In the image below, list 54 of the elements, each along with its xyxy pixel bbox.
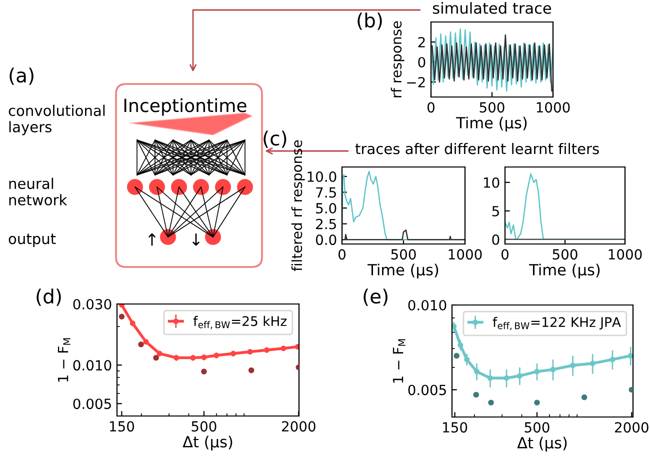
chart-title: simulated trace [432, 2, 552, 14]
text: (e) [364, 288, 388, 306]
x-axis-title: Time (μs) [368, 264, 438, 278]
y-tick-label: 0.030 [73, 298, 112, 310]
x-tick-label: 150 [110, 421, 134, 432]
y-tick-label: −2 [407, 76, 425, 88]
x-tick-label: 500 [480, 102, 504, 113]
x-axis-title: Time (μs) [456, 116, 527, 132]
y-tick-label: 0.0 [316, 234, 336, 246]
y-tick-label: 0.010 [73, 360, 112, 371]
y-tick-label: 2.5 [316, 218, 336, 230]
x-tick-label: 500 [192, 421, 216, 432]
x-tick-label: 500 [391, 249, 416, 260]
text: (d) [36, 288, 61, 306]
x-axis-title: Δt (μs) [517, 436, 567, 452]
y-tick-label: 10 [484, 177, 500, 188]
text: convolutional layers [8, 104, 105, 136]
y-tick-label: 0.005 [408, 384, 446, 396]
y-tick-label: 0.005 [73, 398, 111, 410]
y-tick-label: 0.010 [408, 300, 446, 310]
y-tick-label: 5.0 [316, 202, 336, 214]
x-tick-label: 2000 [614, 422, 648, 433]
y-tick-label: 0 [418, 56, 426, 68]
text: Inceptiontime [124, 98, 246, 116]
y-tick-label: 2 [418, 36, 425, 48]
text: (c) [264, 130, 286, 148]
y-tick-label: 10.0 [308, 171, 336, 182]
text: output [8, 234, 56, 248]
text: (a) [10, 68, 34, 85]
y-tick-label: 7.5 [316, 187, 336, 198]
x-tick-label: 500 [552, 249, 578, 260]
y-axis-title: filtered rf response [291, 140, 305, 272]
y-tick-label: 0 [492, 234, 500, 245]
x-axis-title: Time (μs) [529, 264, 600, 278]
x-tick-label: 150 [443, 422, 468, 433]
y-axis-title: 1 − F$_{M}$ [392, 339, 406, 383]
text: ↑ [148, 233, 156, 246]
y-axis-title: 1 − F$_{M}$ [58, 338, 70, 382]
y-axis-title: rf response [390, 21, 404, 98]
y-tick-label: 5 [492, 206, 499, 216]
x-tick-label: 2000 [282, 421, 316, 432]
x-tick-label: 1000 [608, 249, 642, 260]
text: ↓ [192, 233, 200, 246]
text: traces after different learnt filters [355, 142, 599, 154]
legend-label: f$_{eff,BW}$=25 kHz [193, 316, 287, 330]
x-axis-title: Δt (μs) [182, 436, 232, 450]
x-tick-label: 0 [501, 249, 508, 260]
legend-label: f$_{eff,BW}$=122 KHz JPA [492, 316, 621, 330]
x-tick-label: 1000 [448, 249, 482, 260]
text: neural network [9, 178, 68, 206]
x-tick-label: 1000 [536, 102, 570, 113]
x-tick-label: 0 [338, 249, 346, 260]
text: (b) [358, 12, 382, 30]
x-tick-label: 500 [524, 422, 550, 433]
